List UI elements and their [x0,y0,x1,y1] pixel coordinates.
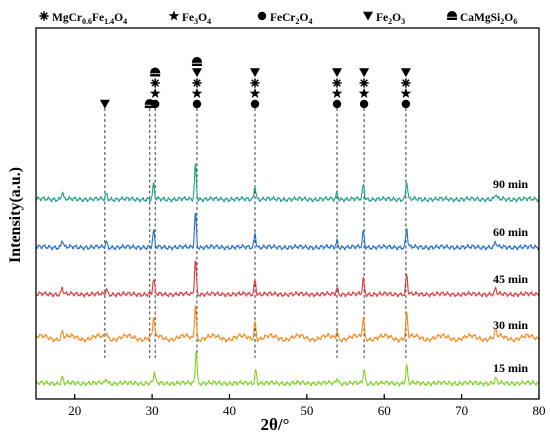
series-line-30-min [35,305,540,343]
series-line-45-min [35,260,540,298]
marker-star-6 [358,87,370,99]
marker-asterisk-2 [150,78,160,88]
marker-circle-5 [332,99,342,109]
legend-symbol-dome [447,11,457,20]
marker-star-3 [191,87,203,99]
x-tick-label-20: 20 [68,403,81,418]
legend: MgCr0.6Fe1.4O4 Fe3O4 FeCr2O4 Fe2O3 CaMgSi2O6 [39,10,517,26]
legend-label-2: FeCr2O4 [270,12,313,26]
marker-asterisk-6 [359,78,369,88]
marker-circle-2 [150,99,160,109]
marker-triangle-down-7 [400,68,411,78]
marker-asterisk-5 [332,78,342,88]
legend-symbol-star [168,10,180,21]
x-tick-label-50: 50 [300,403,313,418]
marker-star-5 [331,87,343,99]
marker-asterisk-4 [250,78,260,88]
series-line-90-min [35,163,540,203]
plot-frame [35,27,540,400]
marker-star-7 [400,87,412,99]
marker-asterisk-7 [401,78,411,88]
x-axis-title: 2θ/° [261,415,290,434]
series-label-3: 60 min [493,225,528,239]
legend-symbol-circle [257,11,267,21]
legend-label-4: CaMgSi2O6 [460,12,517,26]
legend-label-1: Fe3O4 [182,12,211,26]
series-label-1: 30 min [493,318,528,332]
marker-triangle-down-0 [99,99,110,109]
y-axis-title: Intensity(a.u.) [7,167,24,263]
marker-circle-7 [401,99,411,109]
marker-triangle-down-3 [191,68,202,78]
x-tick-label-80: 80 [533,403,546,418]
legend-symbol-triangle-down [363,11,373,21]
x-tick-label-60: 60 [378,403,391,418]
marker-circle-4 [250,99,260,109]
marker-triangle-down-5 [332,68,343,78]
x-tick-label-40: 40 [223,403,236,418]
marker-star-2 [149,87,161,99]
series-label-2: 45 min [493,272,528,286]
series-line-60-min [35,212,540,251]
legend-symbol-asterisk [39,11,49,21]
marker-dome-2 [150,67,161,77]
series-label-0: 15 min [493,361,528,375]
series-traces: 15 min 30 min 45 min 60 min 90 min [35,163,540,387]
x-tick-label-70: 70 [455,403,468,418]
marker-dome-3 [191,57,202,66]
reference-lines [99,57,412,358]
marker-triangle-down-4 [249,68,260,78]
marker-circle-3 [192,99,202,109]
marker-triangle-down-6 [359,68,370,78]
legend-label-0: MgCr0.6Fe1.4O4 [52,12,127,26]
x-tick-label-30: 30 [146,403,159,418]
x-axis: 20 30 40 50 60 70 80 [68,394,546,418]
marker-circle-6 [359,99,369,109]
series-line-15-min [35,351,540,387]
marker-asterisk-3 [192,78,202,88]
series-label-4: 90 min [493,177,528,191]
legend-label-3: Fe2O3 [376,12,405,26]
marker-star-4 [249,87,261,99]
